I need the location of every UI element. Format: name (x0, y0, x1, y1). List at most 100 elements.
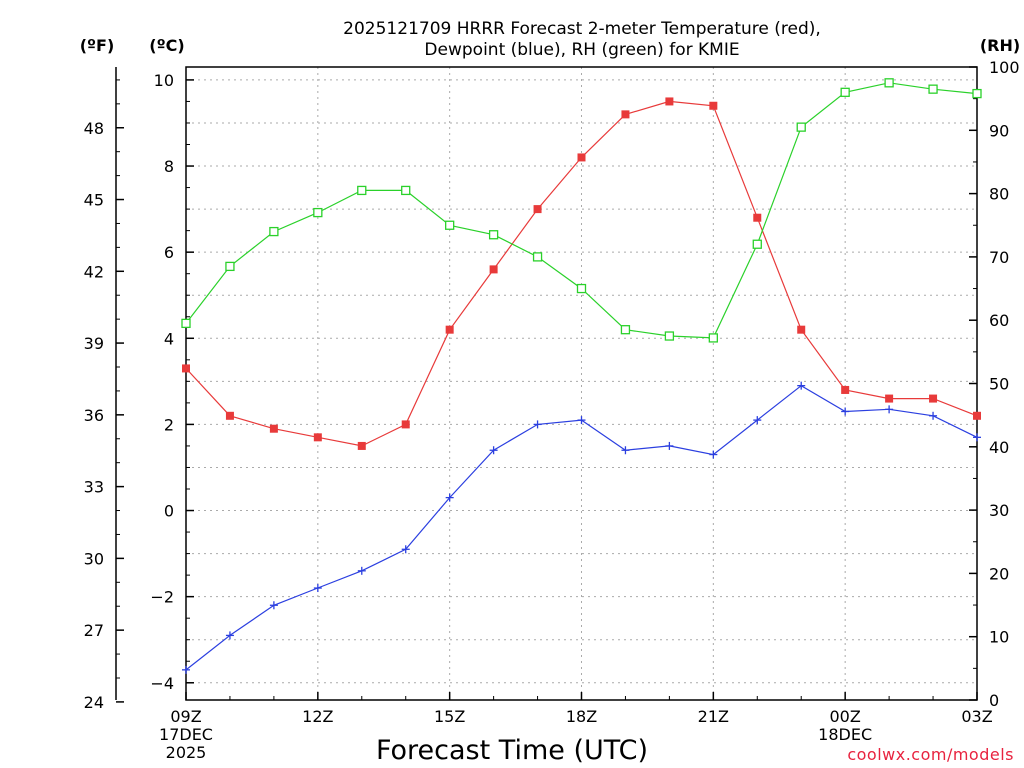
x-tick-label: 15Z (434, 707, 465, 726)
rh-tick-label: 100 (989, 58, 1020, 77)
credit-text: coolwx.com/models (847, 745, 1014, 764)
temperature-point (182, 364, 190, 373)
x-tick-label: 09Z (170, 707, 201, 726)
temperature-point (665, 97, 674, 106)
dewpoint-point (577, 416, 586, 425)
axes (115, 66, 978, 701)
rh-tick-label: 70 (989, 248, 1009, 267)
plot-frame (185, 66, 978, 701)
x-tick-label: 2025 (166, 743, 207, 762)
rh-point (884, 78, 894, 88)
temperature-point (621, 110, 630, 119)
temperature-point (225, 411, 234, 420)
x-tick-label: 18DEC (818, 725, 872, 744)
temperature-point (533, 205, 542, 214)
fahrenheit-tick-label: 45 (84, 191, 104, 210)
celsius-tick-label: 8 (164, 157, 174, 176)
dewpoint-point (401, 545, 410, 554)
temperature-point (797, 325, 806, 334)
chart-title-line1: 2025121709 HRRR Forecast 2-meter Tempera… (343, 19, 821, 39)
rh-tick-label: 60 (989, 311, 1009, 330)
temperature-point (401, 420, 410, 429)
series-dewpoint (182, 381, 981, 674)
dewpoint-point (973, 433, 981, 442)
x-tick-label: 18Z (566, 707, 597, 726)
series-line (185, 100, 978, 447)
rh-point (445, 220, 455, 230)
dewpoint-point (885, 405, 894, 414)
rh-point (664, 331, 675, 341)
rh-unit-label: (RH) (980, 36, 1020, 55)
rh-point (752, 239, 762, 249)
temperature-point (841, 385, 850, 394)
celsius-tick-label: 0 (164, 502, 174, 521)
chart-title-line2: Dewpoint (blue), RH (green) for KMIE (424, 40, 739, 60)
celsius-tick-label: 4 (164, 329, 174, 348)
rh-point (357, 185, 367, 196)
dewpoint-point (313, 584, 322, 593)
fahrenheit-tick-label: 48 (84, 119, 104, 138)
temperature-point (445, 325, 454, 334)
series-rh (181, 78, 982, 343)
celsius-tick-label: 10 (154, 71, 174, 90)
x-tick-label: 17DEC (159, 725, 213, 744)
celsius-tick-label: 2 (164, 415, 174, 434)
rh-point (708, 333, 718, 343)
rh-point (840, 87, 850, 97)
dewpoint-point (269, 601, 278, 610)
fahrenheit-unit-label: (ºF) (80, 36, 115, 55)
x-tick-label: 12Z (302, 707, 333, 726)
dewpoint-point (621, 446, 630, 455)
temperature-point (489, 265, 498, 274)
temperature-point (929, 394, 938, 403)
x-tick-label: 21Z (698, 707, 729, 726)
fahrenheit-tick-label: 24 (84, 693, 104, 712)
dewpoint-point (182, 665, 190, 674)
dewpoint-point (533, 420, 542, 429)
rh-point (401, 185, 411, 196)
dewpoint-point (225, 631, 234, 640)
fahrenheit-tick-label: 27 (84, 621, 104, 640)
temperature-point (753, 213, 762, 222)
temperature-point (709, 101, 718, 110)
celsius-tick-label: −2 (150, 588, 174, 607)
x-tick-label: 00Z (830, 707, 861, 726)
dewpoint-point (929, 411, 938, 420)
rh-tick-label: 30 (989, 501, 1009, 520)
rh-point (181, 318, 191, 329)
axis-ticks: −4−2024681024273033363942454801020304050… (84, 58, 1020, 762)
rh-point (313, 207, 323, 218)
dewpoint-point (841, 407, 850, 416)
dewpoint-point (357, 566, 366, 575)
rh-point (532, 252, 543, 262)
rh-tick-label: 40 (989, 438, 1009, 457)
fahrenheit-tick-label: 39 (84, 334, 104, 353)
rh-point (269, 226, 279, 237)
rh-point (576, 283, 587, 294)
celsius-unit-label: (ºC) (149, 36, 184, 55)
rh-point (928, 84, 938, 94)
temperature-point (885, 394, 894, 403)
rh-point (972, 88, 982, 99)
rh-point (225, 261, 235, 272)
temperature-point (313, 433, 322, 442)
rh-tick-label: 0 (989, 691, 999, 710)
celsius-tick-label: 6 (164, 243, 174, 262)
rh-tick-label: 80 (989, 185, 1009, 204)
x-tick-label: 03Z (961, 707, 992, 726)
temperature-point (269, 424, 278, 433)
rh-tick-label: 10 (989, 628, 1009, 647)
grid-lines (186, 67, 977, 700)
dewpoint-point (445, 493, 454, 502)
dewpoint-point (709, 450, 718, 459)
fahrenheit-tick-label: 30 (84, 549, 104, 568)
dewpoint-point (665, 441, 674, 450)
dewpoint-point (489, 446, 498, 455)
temperature-point (577, 153, 586, 162)
rh-point (488, 230, 499, 240)
rh-point (796, 122, 806, 132)
temperature-point (357, 441, 366, 450)
celsius-tick-label: −4 (150, 674, 174, 693)
dewpoint-point (797, 381, 806, 390)
